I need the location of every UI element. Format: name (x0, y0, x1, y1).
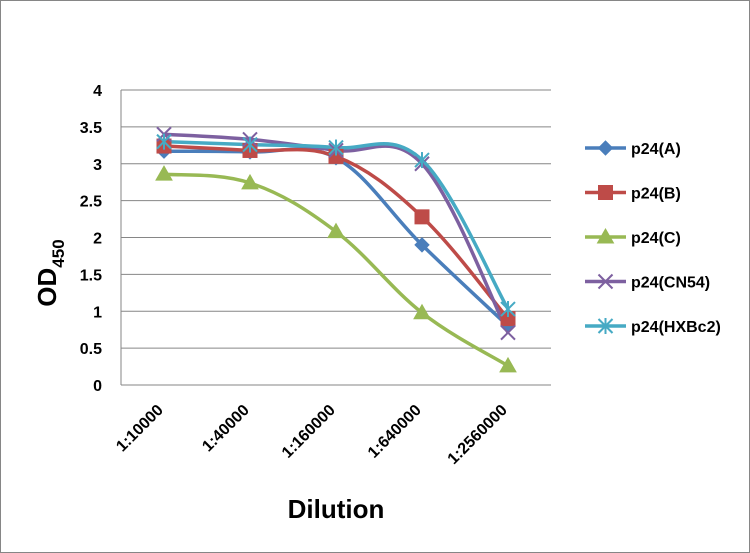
x-tick-label: 1:2560000 (445, 402, 511, 468)
legend-label: p24(B) (631, 186, 681, 203)
y-tick-label: 1 (93, 304, 102, 321)
y-tick-label: 3 (93, 157, 102, 174)
y-tick-label: 1.5 (80, 267, 102, 284)
legend: p24(A) p24(B) p24(C) p24(CN54) p24(HXBc2) (585, 140, 721, 336)
x-tick-label: 1:160000 (279, 402, 339, 462)
legend-item: p24(HXBc2) (585, 318, 721, 336)
series-markers (155, 126, 517, 373)
legend-item: p24(CN54) (585, 273, 710, 292)
data-point (241, 173, 259, 190)
data-point (414, 152, 430, 169)
x-axis-title: Dilution (288, 494, 385, 524)
legend-marker (597, 273, 614, 290)
data-point (156, 133, 172, 150)
data-point (500, 301, 516, 318)
data-point (414, 237, 430, 253)
data-point (155, 165, 173, 181)
data-point (327, 222, 345, 239)
y-tick-label: 2 (93, 231, 102, 248)
y-tick-label: 4 (93, 83, 102, 100)
data-point (242, 136, 258, 153)
legend-label: p24(HXBc2) (631, 319, 721, 336)
series-line (163, 139, 510, 310)
x-tick-label: 1:40000 (199, 402, 253, 456)
series-lines (163, 132, 510, 368)
legend-marker (598, 185, 613, 200)
legend-item: p24(A) (585, 140, 681, 158)
data-point (414, 209, 430, 225)
y-tick-label: 0.5 (80, 341, 102, 358)
legend-marker (597, 140, 614, 156)
series-line (163, 132, 510, 334)
legend-label: p24(A) (631, 141, 681, 158)
legend-item: p24(B) (585, 185, 681, 203)
legend-marker (597, 318, 614, 334)
y-tick-label: 3.5 (80, 120, 102, 137)
legend-label: p24(CN54) (631, 275, 710, 292)
legend-item: p24(C) (585, 227, 681, 247)
legend-marker (596, 227, 615, 244)
x-tick-label: 1:640000 (365, 402, 425, 462)
data-point (413, 303, 431, 320)
data-point (499, 356, 517, 373)
y-tick-label: 0 (93, 378, 102, 395)
legend-label: p24(C) (631, 230, 681, 247)
x-tick-label: 1:10000 (113, 402, 167, 456)
data-point (328, 139, 344, 156)
x-axis-ticks: 1:10000 1:40000 1:160000 1:640000 1:2560000 (113, 402, 511, 468)
y-tick-label: 2.5 (80, 194, 102, 211)
data-point (500, 324, 516, 341)
series-line (163, 172, 509, 368)
y-axis-title: OD450 (32, 239, 68, 306)
y-axis-ticks: 0 0.5 1 1.5 2 2.5 3 3.5 4 (80, 83, 102, 395)
